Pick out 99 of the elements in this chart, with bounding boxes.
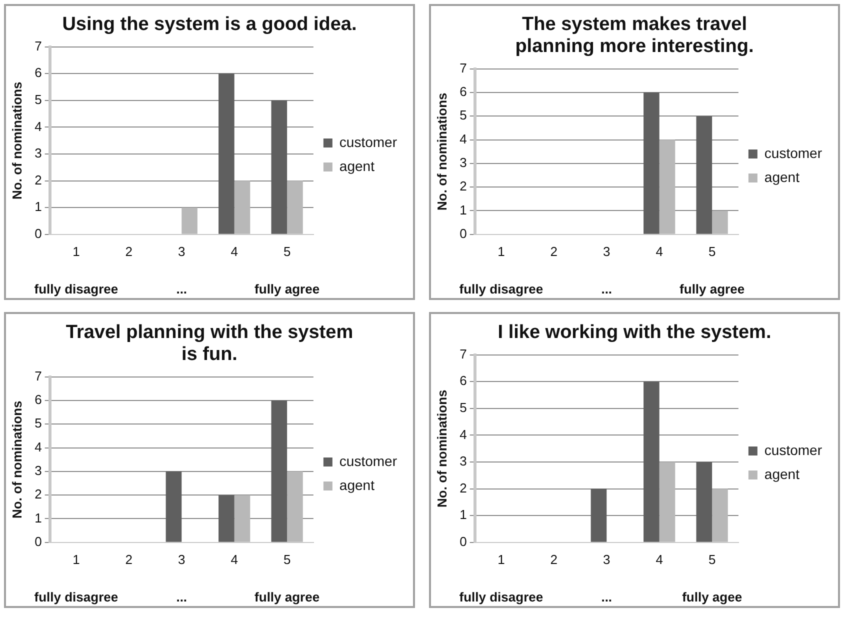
text: fully disagree (34, 590, 118, 605)
legend-label: agent (339, 158, 375, 174)
y-tick-label: 0 (460, 534, 467, 549)
text: fully agree (254, 282, 320, 297)
x-tick-label: 2 (125, 244, 133, 259)
y-tick-label: 5 (460, 108, 467, 123)
legend-label: customer (339, 452, 398, 469)
bar (234, 495, 250, 542)
y-tick-label: 1 (460, 202, 467, 218)
y-axis-title: No. of nominations (434, 92, 450, 210)
chart-title: Using the system is a good idea. (61, 14, 358, 36)
y-tick-label: 1 (34, 510, 42, 526)
y-tick-label: 1 (34, 199, 42, 214)
bar (590, 488, 607, 542)
x-tick-label: 1 (498, 552, 505, 567)
y-tick-label: 2 (460, 178, 467, 194)
text: fully agree (680, 282, 745, 297)
y-tick-label: 6 (460, 84, 467, 100)
bar (696, 462, 712, 542)
bar (659, 462, 676, 542)
text: fully disagree (34, 282, 118, 297)
y-tick-label: 5 (34, 416, 42, 431)
y-tick-label: 4 (34, 439, 42, 454)
legend-label: agent (339, 476, 375, 493)
y-axis-title: No. of nominations (9, 82, 24, 200)
bar (712, 488, 728, 542)
bar (644, 92, 660, 234)
text: ... (176, 282, 188, 297)
legend-label: customer (339, 134, 398, 150)
x-tick-label: 2 (125, 552, 133, 567)
y-tick-label: 0 (34, 534, 42, 549)
y-tick-label: 7 (34, 38, 42, 54)
y-tick-label: 7 (460, 346, 467, 362)
x-tick-label: 3 (603, 244, 610, 259)
text: ... (601, 282, 612, 297)
y-tick-label: 7 (460, 60, 467, 76)
bar (218, 495, 234, 542)
legend-label: agent (764, 466, 800, 482)
text: ... (601, 590, 612, 605)
x-tick-label: 5 (708, 244, 716, 259)
y-tick-label: 2 (34, 486, 42, 502)
y-tick-label: 4 (34, 118, 42, 134)
y-axis-title: No. of nominations (434, 390, 450, 508)
text: fully agee (682, 590, 742, 605)
x-tick-label: 5 (283, 552, 291, 567)
x-tick-label: 2 (550, 244, 558, 259)
y-tick-label: 4 (460, 131, 467, 146)
chart-title: The system makes travel planning more interesting. (514, 14, 755, 58)
bar (234, 180, 250, 234)
x-tick-label: 1 (72, 244, 80, 259)
legend-label: customer (764, 442, 822, 458)
y-tick-label: 5 (460, 400, 467, 415)
bar (182, 208, 198, 234)
y-tick-label: 6 (34, 392, 42, 408)
text: ... (176, 590, 188, 605)
x-tick-label: 2 (550, 552, 558, 567)
bar (712, 210, 728, 234)
y-tick-label: 7 (34, 368, 42, 384)
y-tick-label: 6 (460, 373, 467, 388)
y-tick-label: 6 (34, 65, 42, 80)
legend-label: agent (764, 168, 800, 185)
y-tick-label: 3 (460, 155, 467, 170)
bar (271, 400, 288, 542)
x-tick-label: 3 (178, 244, 186, 259)
x-tick-label: 1 (498, 244, 505, 259)
x-tick-label: 3 (178, 552, 186, 567)
y-tick-label: 2 (460, 480, 467, 496)
bar (287, 471, 303, 542)
bar (271, 100, 288, 234)
bar (644, 382, 660, 542)
y-tick-label: 2 (34, 172, 42, 188)
chart-title: I like working with the system. (496, 322, 772, 344)
bar (218, 74, 234, 234)
y-tick-label: 3 (34, 146, 42, 161)
text: fully disagree (459, 282, 544, 297)
y-tick-label: 0 (460, 226, 467, 241)
bar (166, 471, 182, 542)
x-tick-label: 4 (230, 244, 238, 259)
y-tick-label: 1 (460, 507, 467, 522)
y-tick-label: 4 (460, 426, 467, 442)
text: fully agree (254, 590, 320, 605)
x-tick-label: 5 (708, 552, 716, 567)
y-axis-title: No. of nominations (9, 400, 24, 518)
y-tick-label: 5 (34, 92, 42, 107)
y-tick-label: 3 (460, 454, 467, 469)
x-tick-label: 3 (603, 552, 610, 567)
x-tick-label: 4 (656, 244, 663, 259)
x-tick-label: 4 (656, 552, 663, 567)
bar (659, 140, 676, 234)
chart-title: Travel planning with the system is fun. (64, 322, 354, 366)
text: fully disagree (459, 590, 544, 605)
x-tick-label: 1 (72, 552, 80, 567)
y-tick-label: 3 (34, 463, 42, 478)
bar (696, 116, 712, 234)
bar (287, 180, 303, 234)
y-tick-label: 0 (34, 226, 42, 241)
x-tick-label: 5 (283, 244, 291, 259)
x-tick-label: 4 (230, 552, 238, 567)
legend-label: customer (764, 144, 822, 161)
